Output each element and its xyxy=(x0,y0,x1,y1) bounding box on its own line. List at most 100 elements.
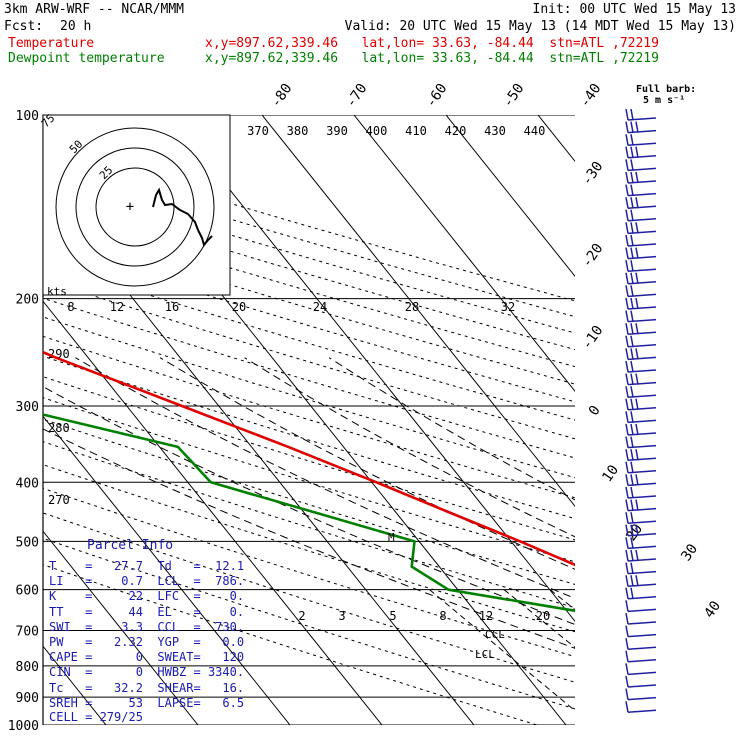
parcel-marker: M xyxy=(388,531,395,544)
wind-barb xyxy=(625,121,657,134)
mixing-ratio-label: 12 xyxy=(479,609,493,623)
wind-barb xyxy=(625,272,657,285)
isotherm-line xyxy=(722,115,740,725)
wind-barb xyxy=(625,562,657,575)
wind-barb xyxy=(625,701,657,713)
wind-barb xyxy=(625,184,657,197)
wind-barb xyxy=(625,549,657,562)
isotherm-label: -40 xyxy=(577,81,605,111)
dry-adiabat-line xyxy=(43,537,575,710)
wind-barb xyxy=(625,575,657,587)
mixing-ratio-line xyxy=(549,589,575,611)
speed-tick-label: 32 xyxy=(501,300,515,314)
wind-barb xyxy=(625,638,657,650)
wind-barb xyxy=(625,600,657,613)
mixing-ratio-label: 5 xyxy=(389,609,396,623)
theta-label: 410 xyxy=(405,124,427,138)
isotherm-label: -70 xyxy=(343,81,371,111)
dry-adiabat-line xyxy=(43,418,575,585)
dry-adiabat-line xyxy=(43,564,538,725)
wind-barb xyxy=(625,197,657,209)
parcel-info-row: SWI = 3.3 CCL = 730. xyxy=(49,619,245,634)
speed-axis-ticks: 8 12 16 20 24 28 32 xyxy=(67,300,515,314)
parcel-info-row: T = 27.7 Td = 12.1 xyxy=(49,559,245,573)
moist-adiabat-line xyxy=(328,357,575,501)
theta-label: 370 xyxy=(247,124,269,138)
isotherm-line xyxy=(445,115,575,278)
init-time: Init: 00 UTC Wed 15 May 13 xyxy=(532,2,737,17)
wind-barb xyxy=(625,348,657,361)
hodograph-box xyxy=(42,114,231,296)
hodograph-speed-unit: kts xyxy=(47,285,67,298)
hodograph-trace xyxy=(152,187,213,248)
wind-barb xyxy=(625,612,657,625)
wind-barb xyxy=(625,310,657,323)
parcel-info-row: CIN = 0 HWBZ = 3340. xyxy=(49,665,245,680)
pressure-label: 500 xyxy=(16,535,39,550)
wind-barb xyxy=(625,108,657,121)
hodograph: + 25 50 75 kts xyxy=(39,112,231,298)
sounding-annotations: CCL LCL M xyxy=(388,531,505,661)
wind-barb xyxy=(625,461,657,474)
barb-legend-title: Full barb: xyxy=(636,84,696,95)
wind-barb xyxy=(625,436,657,449)
isotherm-label: 0 xyxy=(586,403,604,419)
wind-barb xyxy=(625,625,657,638)
isotherm-line xyxy=(537,115,575,163)
wind-barb xyxy=(625,411,657,424)
wind-barb xyxy=(625,209,657,222)
barb-legend-value: 5 m s⁻¹ xyxy=(643,95,685,106)
speed-tick-label: 12 xyxy=(110,300,124,314)
dry-adiabat-label: 270 xyxy=(48,493,70,507)
speed-tick-label: 16 xyxy=(165,300,179,314)
isotherm-line xyxy=(261,115,575,508)
parcel-info-box: Parcel Info T = 27.7 Td = 12.1 LI = 0.7 L… xyxy=(43,538,244,734)
barb-legend: Full barb: 5 m s⁻¹ xyxy=(636,84,696,106)
ccl-annotation: CCL xyxy=(485,628,505,641)
wind-barb xyxy=(625,537,657,550)
dry-adiabat-label: 280 xyxy=(48,421,70,435)
mixing-ratio-line xyxy=(503,589,575,649)
wind-barb xyxy=(625,260,657,272)
parcel-info-row: TT = 44 EL = 0. xyxy=(49,604,245,619)
isotherm-label: -10 xyxy=(579,323,607,353)
parcel-info-row: Tc = 32.2 SHEAR= 16. xyxy=(49,680,245,695)
pressure-label: 100 xyxy=(16,109,39,124)
theta-label: 380 xyxy=(287,124,309,138)
pressure-label: 400 xyxy=(16,476,39,491)
speed-tick-label: 8 xyxy=(67,300,74,314)
wind-barb xyxy=(625,134,657,146)
wind-barb xyxy=(625,398,657,411)
wind-barb xyxy=(625,675,657,688)
parcel-info-row: SREH = 53 LAPSE= 6.5 xyxy=(49,695,245,710)
wind-barb xyxy=(625,335,657,348)
wind-barb xyxy=(625,587,657,600)
wind-barb xyxy=(625,688,657,701)
pressure-label: 1000 xyxy=(8,719,39,734)
pressure-label: 200 xyxy=(16,293,39,308)
moist-adiabat-line xyxy=(159,357,575,570)
mixing-ratio-label: 3 xyxy=(338,609,345,623)
wind-barb xyxy=(625,234,657,247)
temperature-legend-info: x,y=897.62,339.46 lat,lon= 33.63, -84.44… xyxy=(205,36,659,51)
isotherm-label: -30 xyxy=(579,159,607,189)
dewpoint-trace xyxy=(43,413,575,613)
isotherm-label: 20 xyxy=(623,521,646,544)
isotherm-label: -50 xyxy=(500,81,528,111)
wind-barb xyxy=(625,486,657,499)
theta-label: 420 xyxy=(445,124,467,138)
theta-label: 400 xyxy=(366,124,388,138)
isotherm-line xyxy=(43,530,199,725)
isotherm-line xyxy=(0,115,14,725)
parcel-info-row: LI = 0.7 LCL = 786. xyxy=(49,574,245,589)
parcel-info-row: K = 22 LFC = 0. xyxy=(49,589,245,604)
wind-barb xyxy=(625,360,657,373)
wind-barb xyxy=(625,512,657,524)
mixing-ratio-line xyxy=(723,590,740,725)
wind-barb xyxy=(625,449,657,461)
dry-adiabat-line xyxy=(43,355,575,520)
wind-barb xyxy=(625,386,657,398)
lcl-annotation: LCL xyxy=(475,648,495,661)
wind-barb xyxy=(625,247,657,260)
